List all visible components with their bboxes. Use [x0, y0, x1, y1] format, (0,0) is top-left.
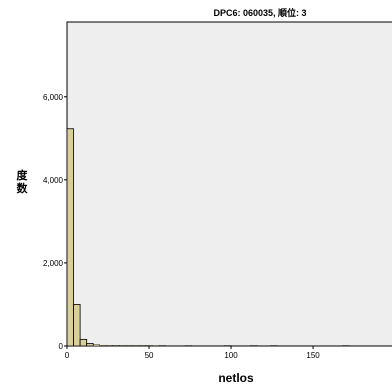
- y-axis-label-char-1: 度: [17, 168, 29, 182]
- histogram-bar: [125, 345, 133, 347]
- histogram-bar: [112, 345, 120, 347]
- y-tick-label: 6,000: [43, 93, 64, 102]
- histogram-bar: [342, 345, 350, 347]
- x-tick-label: 150: [306, 351, 320, 360]
- x-tick-label: 100: [224, 351, 238, 360]
- histogram-bar: [79, 338, 88, 347]
- histogram-bar: [93, 344, 101, 347]
- y-tick-label: 0: [59, 342, 64, 351]
- histogram-bar: [99, 345, 107, 347]
- histogram-bar: [66, 128, 74, 347]
- bars-group: [66, 128, 350, 347]
- histogram-bar: [73, 304, 81, 347]
- x-tick-label: 0: [65, 351, 70, 360]
- histogram-bar: [224, 345, 232, 347]
- histogram-bar: [270, 345, 278, 347]
- histogram-bar: [138, 345, 146, 347]
- x-axis-label: netlos: [218, 371, 254, 385]
- y-axis: 0 2,000 4,000 6,000: [43, 93, 67, 351]
- histogram-bar: [250, 345, 258, 347]
- histogram-bar: [158, 345, 166, 347]
- histogram-bar: [132, 345, 140, 347]
- y-axis-label-char-2: 数: [17, 181, 29, 195]
- histogram-bar: [86, 343, 94, 347]
- histogram-bar: [106, 345, 114, 347]
- y-tick-label: 2,000: [43, 259, 64, 268]
- x-tick-label: 50: [145, 351, 154, 360]
- histogram-bar: [184, 345, 192, 347]
- histogram-bar: [119, 345, 127, 347]
- histogram-bar: [145, 345, 153, 347]
- plot-area: [66, 21, 392, 347]
- y-tick-label: 4,000: [43, 176, 64, 185]
- chart-title: DPC6: 060035, 順位: 3: [213, 7, 306, 18]
- x-axis: 0501001502: [65, 346, 320, 360]
